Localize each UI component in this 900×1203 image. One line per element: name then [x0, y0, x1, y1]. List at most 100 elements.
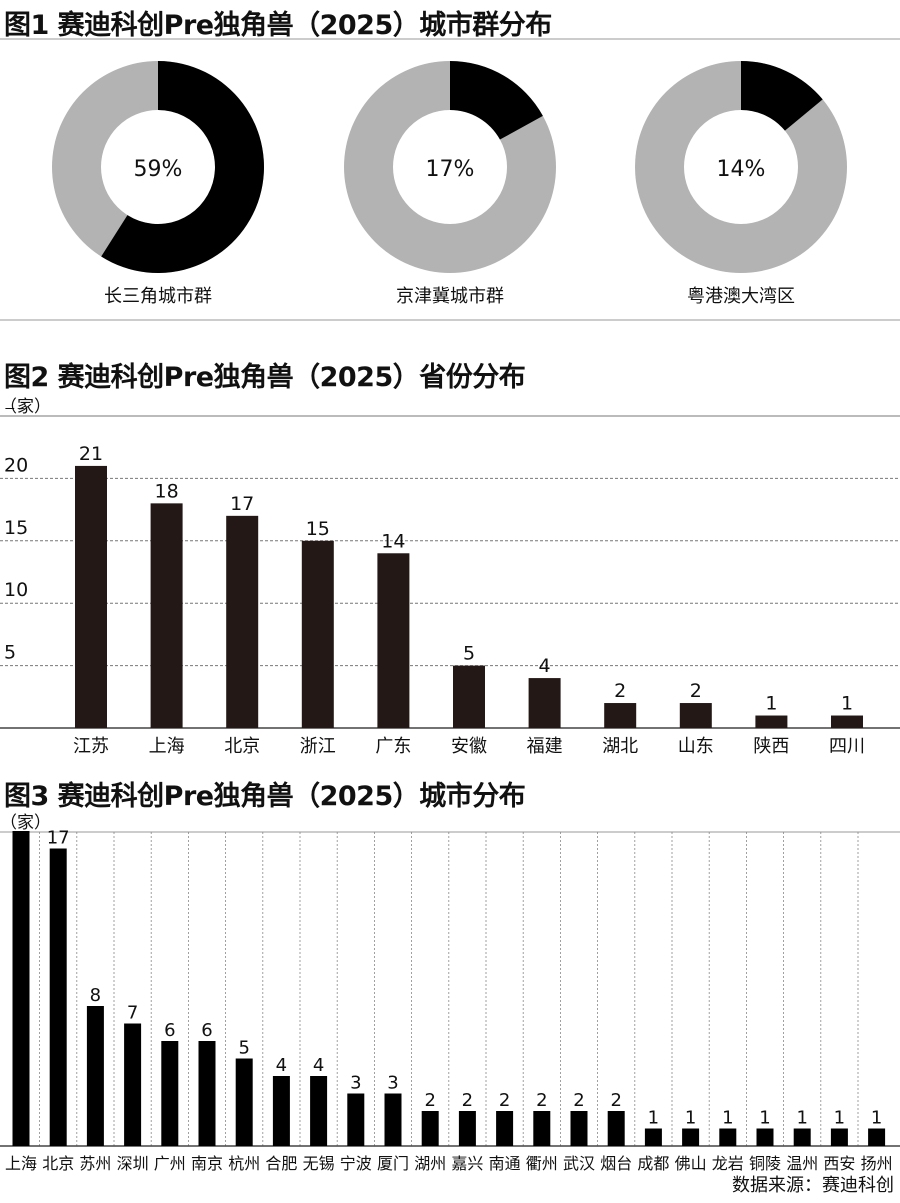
figure3-bar-value-label: 6 [164, 1020, 175, 1041]
donut-2-share-segment [450, 61, 543, 140]
figure3-bar-value-label: 6 [201, 1020, 212, 1041]
figure3-bar [86, 1006, 104, 1146]
figure2-bar [528, 678, 561, 728]
figure2-category-label: 陕西 [753, 736, 789, 757]
figure3-bar-value-label: 5 [238, 1038, 249, 1059]
donut-3-category-label: 粤港澳大湾区 [687, 286, 795, 307]
donut-1: 59% [52, 61, 265, 273]
figure2-category-label: 山东 [678, 736, 714, 757]
figure2-bar [377, 553, 410, 728]
figure3-unit-label: （家） [0, 813, 51, 833]
figure2-bar [150, 503, 183, 728]
figure3-category-label: 烟台 [600, 1154, 632, 1173]
figure3-bar [49, 848, 67, 1146]
figure3-category-label: 南通 [489, 1154, 521, 1173]
figure2-bar-value-label: 5 [463, 643, 475, 665]
figure3-bar-value-label: 1 [722, 1108, 733, 1129]
figure2-bar [604, 703, 637, 728]
figure2-bar-value-label: 1 [765, 693, 777, 715]
figure3-bar [570, 1111, 588, 1146]
figure3-category-label: 西安 [823, 1154, 855, 1173]
figure3-bar-value-label: 18 [10, 828, 33, 831]
figure3-category-label: 无锡 [303, 1154, 335, 1173]
figure3-category-label: 深圳 [117, 1154, 149, 1173]
donut-2: 17% [344, 61, 556, 273]
figure3-bar [235, 1058, 253, 1146]
figure2-unit-label: （家） [0, 397, 51, 417]
figure3-bar [124, 1023, 142, 1146]
figure3-bar-value-label: 1 [834, 1108, 845, 1129]
figure3-category-label: 嘉兴 [451, 1154, 483, 1173]
figure2-bar [301, 540, 334, 728]
figure3-bar-value-label: 3 [387, 1073, 398, 1094]
donut-1-value-label: 59% [134, 157, 183, 182]
donut-1-category-label: 长三角城市群 [104, 286, 212, 307]
figure3-bar [830, 1128, 848, 1146]
figure3-bar [793, 1128, 811, 1146]
figure3-bar [12, 831, 30, 1146]
figure2-y-tick-label: 15 [4, 517, 28, 539]
figure3-category-label: 扬州 [861, 1154, 893, 1173]
donut-2-category-label: 京津冀城市群 [396, 286, 504, 307]
figure3-bar-value-label: 2 [536, 1090, 547, 1111]
figure3-bar [310, 1076, 328, 1146]
figure2-y-tick-label: 10 [4, 579, 28, 601]
donut-3-value-label: 14% [717, 157, 766, 182]
figure2-bar-value-label: 4 [539, 655, 551, 677]
figure2-bar [679, 703, 712, 728]
figure2-bar [755, 715, 788, 728]
figure2-y-tick-label: 20 [4, 454, 28, 476]
figure2-bar-value-label: 18 [155, 480, 179, 502]
figure3-category-label: 合肥 [265, 1154, 297, 1173]
figure3-category-label: 铜陵 [749, 1154, 781, 1173]
figure3-category-label: 杭州 [228, 1154, 260, 1173]
figure2-category-label: 福建 [527, 736, 563, 757]
figure2-bar-value-label: 2 [614, 680, 626, 702]
figure3-bar-value-label: 2 [499, 1090, 510, 1111]
figure2-y-tick-label: 5 [4, 642, 16, 664]
figure2-category-label: 上海 [149, 736, 185, 757]
figure2-bar-value-label: 2 [690, 680, 702, 702]
figure3-category-label: 衢州 [526, 1154, 558, 1173]
figure2-category-label: 浙江 [300, 736, 336, 757]
figure3-bar [384, 1093, 402, 1146]
figure3-bar-value-label: 1 [759, 1108, 770, 1129]
figure2-bar-value-label: 21 [79, 443, 103, 465]
figure3-bar-value-label: 1 [648, 1108, 659, 1129]
figure2-category-label: 广东 [375, 736, 411, 757]
figure3-bar [421, 1111, 439, 1146]
figure3-category-label: 成都 [637, 1154, 669, 1173]
figure2-category-label: 四川 [829, 736, 865, 757]
figure3-bar [272, 1076, 290, 1146]
figure3-bar-value-label: 4 [276, 1055, 287, 1076]
figure3-category-label: 广州 [154, 1154, 186, 1173]
figure2-bar [831, 715, 863, 728]
figure2-bar [453, 665, 485, 728]
figure3-title: 图3 赛迪科创Pre独角兽（2025）城市分布 [4, 781, 526, 812]
donut-3-share-segment [741, 61, 823, 131]
figure2-province-bar-chart: 5 10 15 20 25 21 江苏 18 上海 17 北京 15 浙江 14 广东 5 安徽 4 福建 2 湖北 2 山… [0, 408, 900, 757]
figure2-category-label: 湖北 [602, 736, 638, 757]
figure3-bar [533, 1111, 551, 1146]
figure3-bar-value-label: 7 [127, 1003, 138, 1024]
figure2-bar [75, 465, 107, 728]
figure3-bar [756, 1128, 774, 1146]
figure3-bar [868, 1128, 886, 1146]
donut-3: 14% [635, 61, 847, 273]
figure3-category-label: 温州 [786, 1154, 818, 1173]
figure3-category-label: 上海 [5, 1154, 37, 1173]
figure3-bar [161, 1041, 179, 1146]
figure3-bar-value-label: 2 [573, 1090, 584, 1111]
figure3-bar [198, 1041, 216, 1146]
figure3-category-label: 苏州 [79, 1154, 111, 1173]
figure3-category-label: 南京 [191, 1154, 223, 1173]
figure1-title: 图1 赛迪科创Pre独角兽（2025）城市群分布 [4, 10, 552, 41]
figure3-bar [458, 1111, 476, 1146]
figure3-bar-value-label: 2 [610, 1090, 621, 1111]
figure2-category-label: 江苏 [73, 736, 109, 757]
donut-2-value-label: 17% [426, 157, 475, 182]
figure2-y-tick-label: 25 [4, 408, 28, 414]
figure2-bar [226, 515, 259, 728]
figure3-category-label: 北京 [42, 1154, 74, 1173]
figure2-bar-value-label: 1 [841, 693, 853, 715]
